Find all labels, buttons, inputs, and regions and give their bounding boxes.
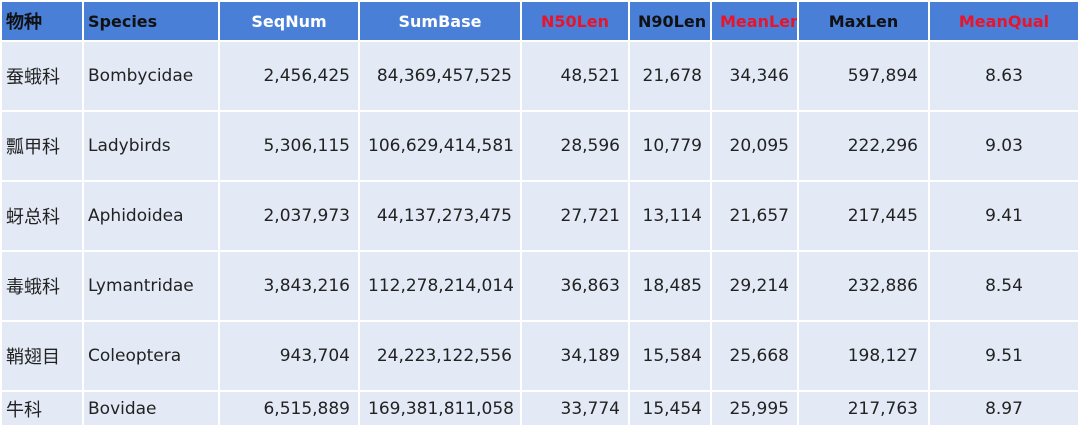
table-cell: 3,843,216 (218, 250, 360, 322)
table-cell: Lymantridae (82, 250, 220, 322)
table-cell: 9.41 (928, 180, 1080, 252)
table-cell: 25,995 (710, 390, 799, 427)
table-cell: 2,037,973 (218, 180, 360, 252)
table-cell: 8.63 (928, 40, 1080, 112)
table-row: 瓢甲科 Ladybirds 5,306,115 106,629,414,581 28,5… (0, 110, 1080, 182)
table-cell: 15,454 (628, 390, 712, 427)
header-cell: SeqNum (218, 0, 360, 42)
table-cell: 9.51 (928, 320, 1080, 392)
table-cell: 毒蛾科 (0, 250, 84, 322)
table-cell: 27,721 (520, 180, 630, 252)
header-cell: Species (82, 0, 220, 42)
header-cell: N90Len (628, 0, 712, 42)
header-cell: N50Len (520, 0, 630, 42)
table-cell: 36,863 (520, 250, 630, 322)
table-cell: 10,779 (628, 110, 712, 182)
table-cell: 24,223,122,556 (358, 320, 522, 392)
table-row: 鞘翅目 Coleoptera 943,704 24,223,122,556 34,189… (0, 320, 1080, 392)
table-cell: 48,521 (520, 40, 630, 112)
table-cell: 5,306,115 (218, 110, 360, 182)
table-row: 牛科 Bovidae 6,515,889 169,381,811,058 33,774 1… (0, 390, 1080, 427)
table-cell: 21,678 (628, 40, 712, 112)
table-row: 蚕蛾科 Bombycidae 2,456,425 84,369,457,525 48,5… (0, 40, 1080, 112)
table-cell: 蚕蛾科 (0, 40, 84, 112)
table-cell: 15,584 (628, 320, 712, 392)
table-cell: 943,704 (218, 320, 360, 392)
table-cell: 84,369,457,525 (358, 40, 522, 112)
table-cell: Aphidoidea (82, 180, 220, 252)
header-cell: MaxLen (797, 0, 930, 42)
table-cell: 198,127 (797, 320, 930, 392)
table-cell: 28,596 (520, 110, 630, 182)
table-body: 蚕蛾科 Bombycidae 2,456,425 84,369,457,525 48,5… (0, 40, 1080, 427)
table-cell: Bovidae (82, 390, 220, 427)
table-cell: 20,095 (710, 110, 799, 182)
table-cell: 13,114 (628, 180, 712, 252)
table-cell: 牛科 (0, 390, 84, 427)
table-row: 毒蛾科 Lymantridae 3,843,216 112,278,214,014 36… (0, 250, 1080, 322)
table-cell: 217,445 (797, 180, 930, 252)
table-cell: 597,894 (797, 40, 930, 112)
table-cell: Bombycidae (82, 40, 220, 112)
table-cell: 169,381,811,058 (358, 390, 522, 427)
table-cell: 8.97 (928, 390, 1080, 427)
table-cell: 112,278,214,014 (358, 250, 522, 322)
table-cell: 34,189 (520, 320, 630, 392)
table-cell: 25,668 (710, 320, 799, 392)
table-cell: 鞘翅目 (0, 320, 84, 392)
table-cell: 44,137,273,475 (358, 180, 522, 252)
table-cell: 18,485 (628, 250, 712, 322)
header-cell: MeanLen (710, 0, 799, 42)
header-cell: MeanQual (928, 0, 1080, 42)
data-table: 物种 Species SeqNum SumBase N50Len N90Len MeanLe… (0, 0, 1080, 427)
table-cell: 瓢甲科 (0, 110, 84, 182)
header-cell: 物种 (0, 0, 84, 42)
table-cell: 蚜总科 (0, 180, 84, 252)
table-row: 蚜总科 Aphidoidea 2,037,973 44,137,273,475 27,7… (0, 180, 1080, 252)
table-cell: 29,214 (710, 250, 799, 322)
table-cell: 2,456,425 (218, 40, 360, 112)
table-cell: 232,886 (797, 250, 930, 322)
table-cell: 21,657 (710, 180, 799, 252)
table-cell: 9.03 (928, 110, 1080, 182)
table-cell: 8.54 (928, 250, 1080, 322)
table-cell: Coleoptera (82, 320, 220, 392)
table-cell: 34,346 (710, 40, 799, 112)
header-cell: SumBase (358, 0, 522, 42)
table-cell: 222,296 (797, 110, 930, 182)
header-row: 物种 Species SeqNum SumBase N50Len N90Len MeanLe… (0, 0, 1080, 42)
table-cell: Ladybirds (82, 110, 220, 182)
table-cell: 33,774 (520, 390, 630, 427)
table-cell: 217,763 (797, 390, 930, 427)
table-cell: 6,515,889 (218, 390, 360, 427)
table-cell: 106,629,414,581 (358, 110, 522, 182)
